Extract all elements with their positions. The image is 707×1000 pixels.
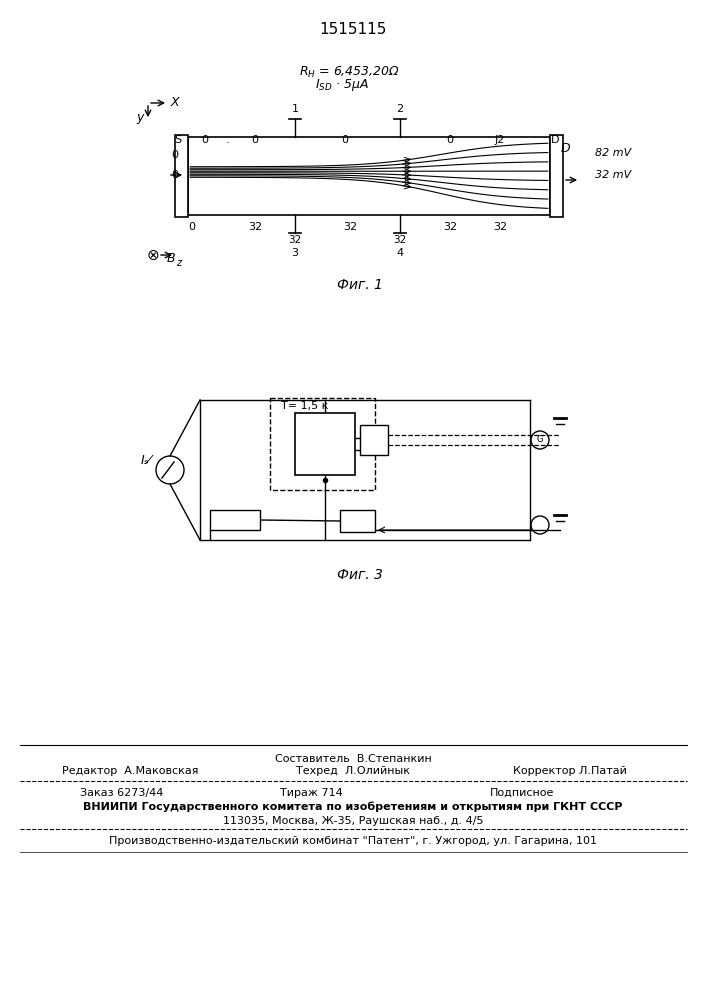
Text: J2: J2 xyxy=(495,135,506,145)
Bar xyxy=(340,510,375,532)
Text: X: X xyxy=(171,97,180,109)
Text: 113035, Москва, Ж-35, Раушская наб., д. 4/5: 113035, Москва, Ж-35, Раушская наб., д. … xyxy=(223,816,484,826)
Text: Iₛ⁄: Iₛ⁄ xyxy=(141,454,151,466)
Text: 1515115: 1515115 xyxy=(320,22,387,37)
Text: D: D xyxy=(551,135,559,145)
Text: Подписное: Подписное xyxy=(490,788,554,798)
Text: D: D xyxy=(560,141,570,154)
Text: B: B xyxy=(163,251,175,264)
Text: VH: VH xyxy=(366,435,382,445)
Text: .: . xyxy=(226,135,230,145)
Bar xyxy=(188,137,550,215)
Text: Тираж 714: Тираж 714 xyxy=(280,788,343,798)
Text: 0: 0 xyxy=(189,222,196,232)
Text: Заказ 6273/44: Заказ 6273/44 xyxy=(80,788,163,798)
Bar xyxy=(210,510,260,530)
Text: 4: 4 xyxy=(397,248,404,258)
Text: T= 1,5 к: T= 1,5 к xyxy=(281,401,329,411)
Text: 32: 32 xyxy=(248,222,262,232)
Text: Редактор  А.Маковская: Редактор А.Маковская xyxy=(62,766,198,776)
Text: 32: 32 xyxy=(443,222,457,232)
Text: 845,20Ω: 845,20Ω xyxy=(213,515,257,525)
Bar xyxy=(360,425,388,455)
Text: Фиг. 3: Фиг. 3 xyxy=(337,568,383,582)
Text: 82 mV: 82 mV xyxy=(595,148,631,158)
Text: Корректор Л.Патай: Корректор Л.Патай xyxy=(513,766,627,776)
Text: 0: 0 xyxy=(252,135,259,145)
Bar xyxy=(175,135,188,217)
Text: $R_H$ = 6,453,20Ω: $R_H$ = 6,453,20Ω xyxy=(300,64,401,80)
Text: G: G xyxy=(537,436,543,444)
Text: S: S xyxy=(175,135,182,145)
Text: 0: 0 xyxy=(172,150,178,160)
Text: Составитель  В.Степанкин: Составитель В.Степанкин xyxy=(274,754,431,764)
Bar xyxy=(270,398,375,490)
Text: 3: 3 xyxy=(291,248,298,258)
Text: Производственно-издательский комбинат "Патент", г. Ужгород, ул. Гагарина, 101: Производственно-издательский комбинат "П… xyxy=(109,836,597,846)
Text: 1: 1 xyxy=(291,104,298,114)
Text: 0: 0 xyxy=(447,135,453,145)
Text: 32 mV: 32 mV xyxy=(595,170,631,180)
Text: ⊗: ⊗ xyxy=(146,247,159,262)
Text: z: z xyxy=(176,258,181,268)
Text: Техред  Л.Олийнык: Техред Л.Олийнык xyxy=(296,766,410,776)
Text: 32: 32 xyxy=(343,222,357,232)
Text: 32: 32 xyxy=(393,235,407,245)
Text: y: y xyxy=(136,111,144,124)
Text: VР: VР xyxy=(350,516,365,526)
Text: $I_{SD}$ · 5μA: $I_{SD}$ · 5μA xyxy=(315,77,369,93)
Text: S: S xyxy=(174,141,182,154)
Text: 0: 0 xyxy=(341,135,349,145)
Text: Фиг. 1: Фиг. 1 xyxy=(337,278,383,292)
Text: ВНИИПИ Государственного комитета по изобретениям и открытиям при ГКНТ СССР: ВНИИПИ Государственного комитета по изоб… xyxy=(83,802,623,812)
Bar xyxy=(550,135,563,217)
Text: 0: 0 xyxy=(172,170,178,180)
Text: 32: 32 xyxy=(288,235,302,245)
Bar xyxy=(295,413,355,475)
Text: 32: 32 xyxy=(493,222,507,232)
Text: 2: 2 xyxy=(397,104,404,114)
Text: 0: 0 xyxy=(201,135,209,145)
